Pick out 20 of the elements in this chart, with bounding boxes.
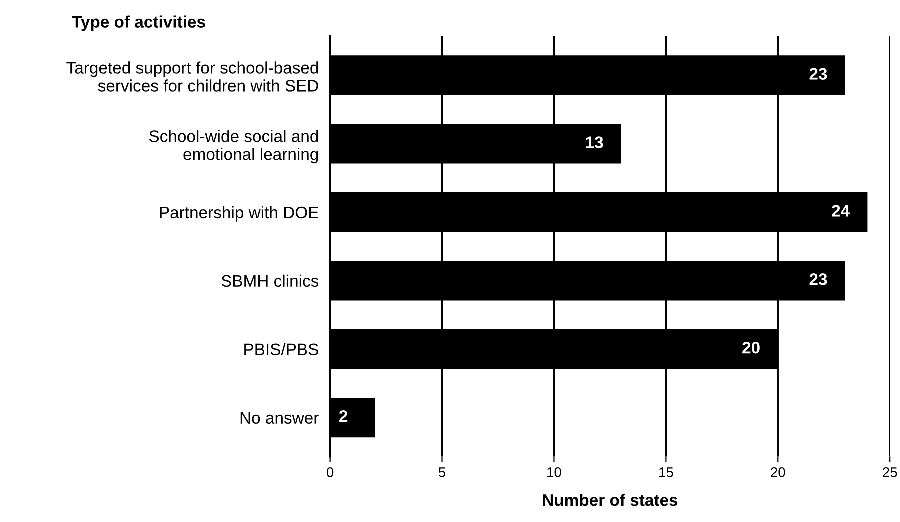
y-tick-label: SBMH clinics (222, 274, 319, 288)
y-tick-label: Partnership with DOE (160, 206, 318, 222)
data-label: 13 (586, 136, 604, 148)
y-tick-label: PBIS/PBS (244, 343, 318, 356)
data-label: 2 (340, 410, 348, 422)
x-tick-label: 25 (883, 468, 898, 478)
data-label: 20 (742, 342, 760, 354)
x-tick-label: 5 (438, 468, 446, 478)
x-tick-label: 20 (771, 468, 786, 478)
y-axis-title: Type of activities (72, 16, 206, 32)
y-tick-label: School-wide social and emotional learning (149, 130, 318, 164)
x-tick-label: 15 (660, 468, 674, 478)
x-tick-label: 10 (548, 468, 562, 478)
data-label: 24 (832, 205, 850, 217)
y-tick-label: No answer (240, 412, 319, 424)
x-tick-label: 0 (326, 468, 334, 478)
x-axis-title: Number of states (543, 494, 678, 506)
y-tick-label: Targeted support for school-based services for children with SED (66, 62, 318, 92)
data-label: 23 (810, 68, 828, 80)
data-label: 23 (810, 274, 828, 286)
